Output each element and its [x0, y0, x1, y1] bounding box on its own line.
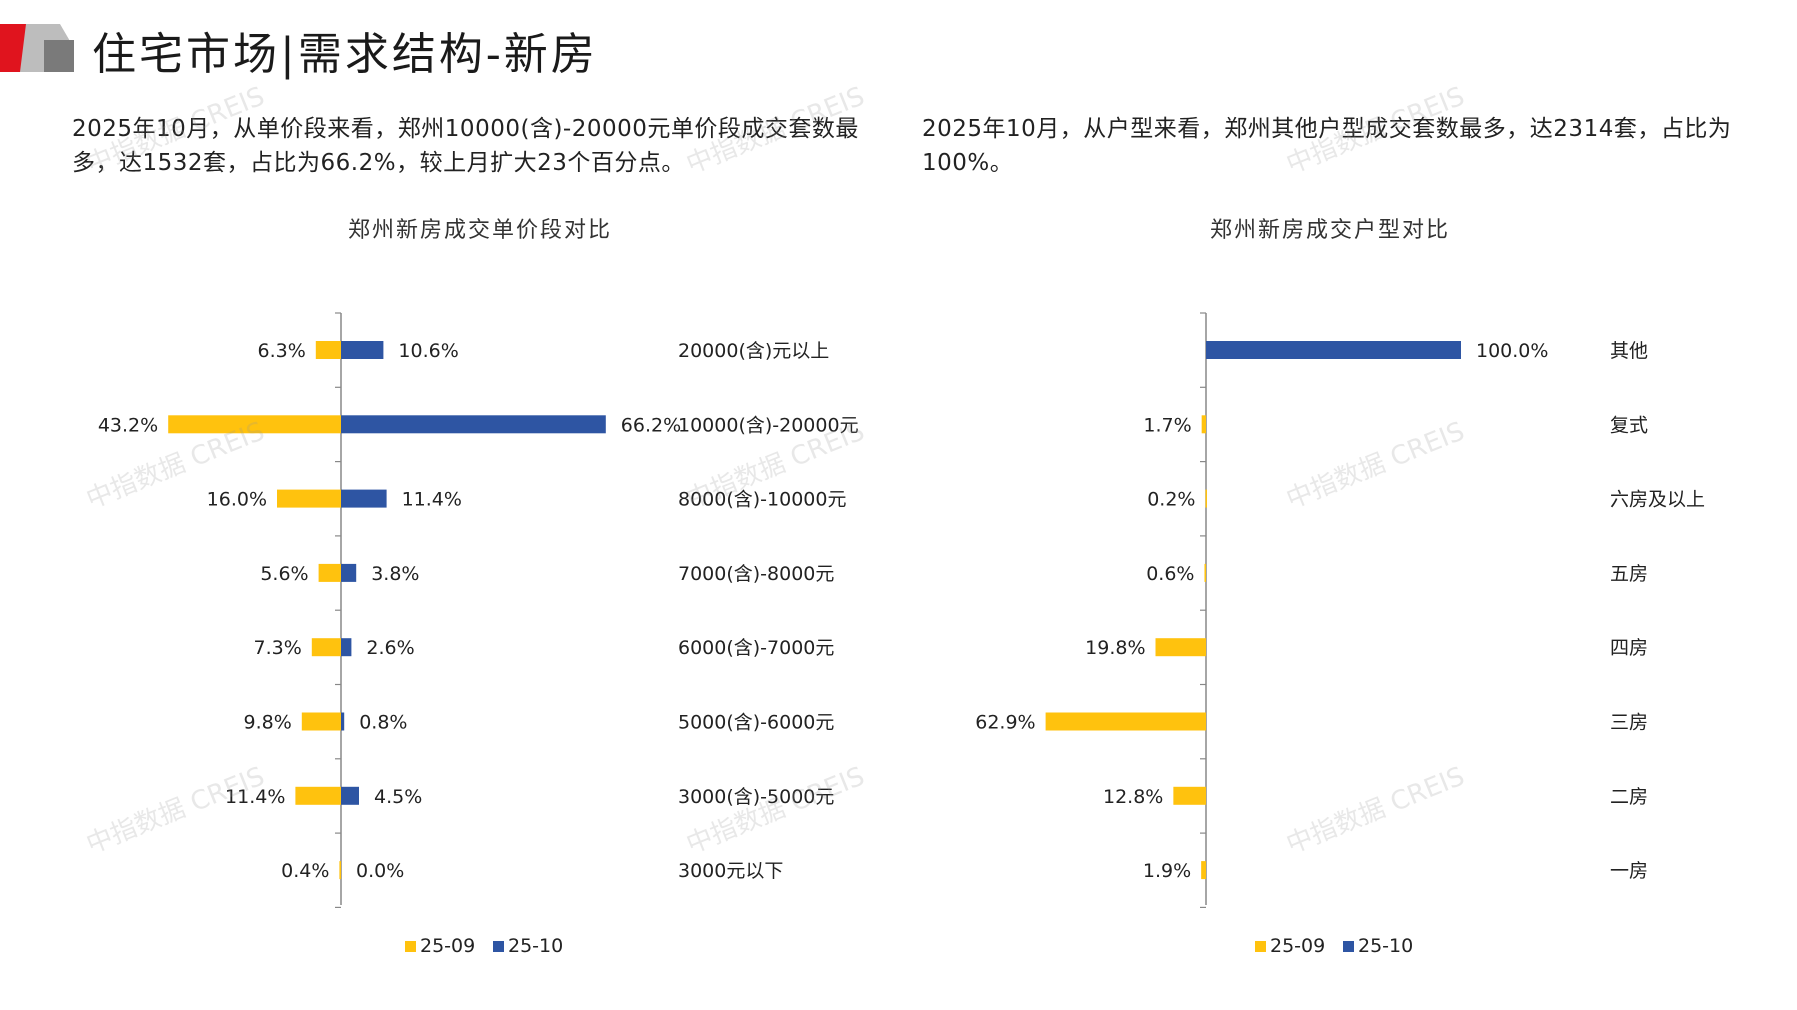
- data-label-25-09: 5.6%: [260, 563, 308, 585]
- legend-label: 25-09: [420, 935, 475, 957]
- data-label-25-09: 19.8%: [1085, 637, 1145, 659]
- chart-title-price: 郑州新房成交单价段对比: [347, 218, 612, 243]
- bar-25-09: [1155, 638, 1206, 657]
- data-label-25-09: 7.3%: [254, 637, 302, 659]
- bar-25-09: [1173, 786, 1206, 805]
- data-label-25-09: 9.8%: [244, 712, 292, 734]
- data-label-25-10: 0.0%: [356, 860, 404, 882]
- bar-25-09: [1201, 861, 1206, 880]
- data-label-25-10: 100.0%: [1476, 340, 1548, 362]
- category-label: 二房: [1610, 786, 1648, 808]
- data-label-25-10: 2.6%: [366, 637, 414, 659]
- category-label: 四房: [1610, 637, 1648, 659]
- category-label: 其他: [1610, 340, 1648, 362]
- data-label-25-10: 4.5%: [374, 786, 422, 808]
- data-label-25-10: 0.8%: [359, 712, 407, 734]
- legend-swatch: [1343, 941, 1354, 952]
- data-label-25-09: 0.4%: [281, 860, 329, 882]
- bar-25-10: [341, 489, 387, 508]
- page-title: 住宅市场|需求结构-新房: [92, 29, 598, 80]
- data-label-25-10: 3.8%: [371, 563, 419, 585]
- category-label: 六房及以上: [1610, 489, 1705, 511]
- legend-swatch: [1255, 941, 1266, 952]
- bar-25-10: [341, 786, 359, 805]
- category-label: 五房: [1610, 563, 1648, 585]
- category-label: 5000(含)-6000元: [678, 712, 834, 734]
- data-label-25-09: 11.4%: [225, 786, 285, 808]
- category-label: 10000(含)-20000元: [678, 414, 859, 436]
- data-label-25-09: 43.2%: [98, 414, 158, 436]
- bar-25-10: [341, 712, 345, 731]
- data-label-25-09: 12.8%: [1103, 786, 1163, 808]
- brand-logo: [0, 24, 74, 72]
- data-label-25-10: 66.2%: [621, 414, 681, 436]
- bar-25-10: [341, 563, 357, 582]
- data-label-25-09: 6.3%: [258, 340, 306, 362]
- bar-25-09: [339, 861, 341, 880]
- legend-swatch: [493, 941, 504, 952]
- data-label-25-09: 0.2%: [1147, 489, 1195, 511]
- bar-25-09: [318, 563, 341, 582]
- bar-25-09: [168, 415, 341, 434]
- right-summary-text: 2025年10月，从户型来看，郑州其他户型成交套数最多，达2314套，占比为10…: [922, 116, 1732, 176]
- data-label-25-09: 62.9%: [975, 712, 1035, 734]
- legend-label: 25-10: [1358, 935, 1413, 957]
- category-label: 3000元以下: [678, 860, 783, 882]
- chart-title-unittype: 郑州新房成交户型对比: [1209, 218, 1450, 243]
- data-label-25-09: 1.9%: [1143, 860, 1191, 882]
- bar-25-10: [341, 341, 384, 359]
- bar-25-10: [341, 415, 606, 434]
- legend-swatch: [405, 941, 416, 952]
- bar-25-09: [1205, 489, 1207, 508]
- legend-label: 25-10: [508, 935, 563, 957]
- bar-25-09: [1204, 563, 1206, 582]
- bar-25-10: [341, 638, 352, 657]
- logo-dark-shape: [44, 40, 74, 72]
- data-label-25-10: 10.6%: [398, 340, 458, 362]
- category-label: 一房: [1610, 860, 1648, 882]
- data-label-25-09: 1.7%: [1143, 414, 1191, 436]
- category-label: 三房: [1610, 712, 1648, 734]
- bar-25-09: [315, 341, 341, 359]
- data-label-25-09: 0.6%: [1146, 563, 1194, 585]
- bar-25-09: [1045, 712, 1206, 731]
- bar-25-09: [295, 786, 341, 805]
- category-label: 8000(含)-10000元: [678, 489, 846, 511]
- data-label-25-10: 11.4%: [402, 489, 462, 511]
- bar-25-10: [1206, 341, 1461, 359]
- category-label: 6000(含)-7000元: [678, 637, 834, 659]
- bar-25-09: [311, 638, 341, 657]
- category-label: 20000(含)元以上: [678, 340, 829, 362]
- legend-label: 25-09: [1270, 935, 1325, 957]
- data-label-25-09: 16.0%: [207, 489, 267, 511]
- category-label: 3000(含)-5000元: [678, 786, 834, 808]
- category-label: 7000(含)-8000元: [678, 563, 834, 585]
- bar-25-09: [301, 712, 341, 731]
- left-summary-text: 2025年10月，从单价段来看，郑州10000(含)-20000元单价段成交套数…: [72, 116, 859, 176]
- bar-25-09: [277, 489, 341, 508]
- bar-25-09: [1201, 415, 1206, 434]
- category-label: 复式: [1610, 414, 1648, 436]
